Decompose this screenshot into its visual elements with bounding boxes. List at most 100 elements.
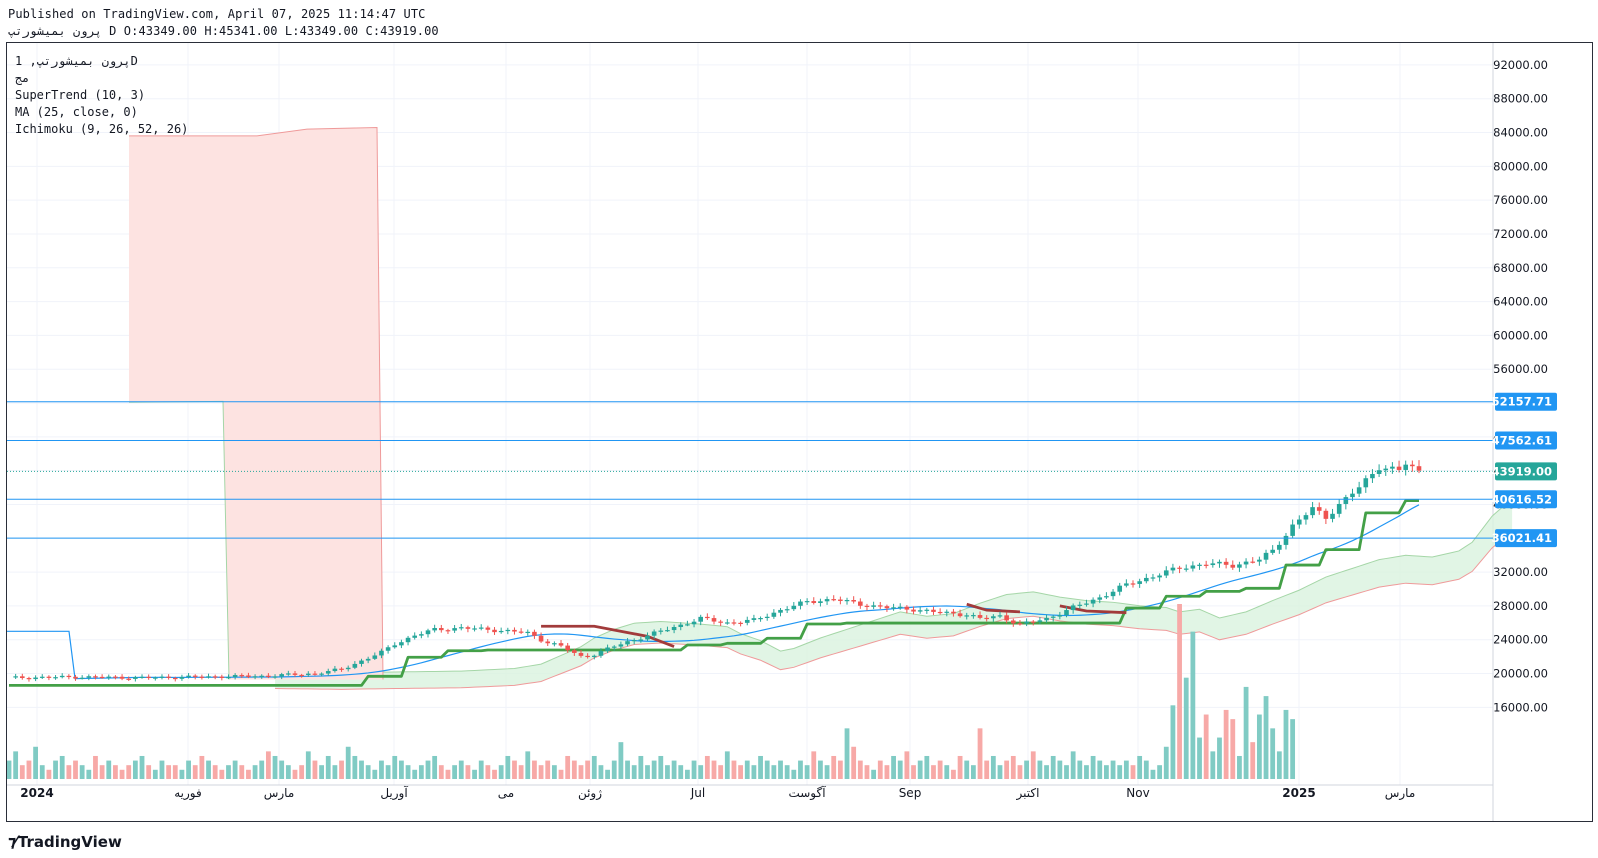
volume-bar [179,769,185,779]
candle-body [1177,567,1182,569]
candle-body [731,622,737,624]
volume-bar [525,751,531,779]
candle-body [1237,564,1242,568]
candle-body [658,630,664,632]
candle-body [951,611,956,614]
candle-body [1190,565,1196,569]
volume-bar [691,760,697,779]
volume-bar [1217,737,1222,779]
time-axis[interactable]: 2024 فوریه مارس آوریل می ژوئن Jul آگوست Sep اکتبر… [20,785,1415,801]
candle-body [279,674,284,677]
volume-bar [545,760,551,779]
volume-bar [399,760,404,779]
chart-panel[interactable]: 92000.00 88000.00 84000.00 80000.00 76000.00… [6,42,1593,822]
volume-bar [312,760,318,779]
volume-bar [804,765,810,779]
candle-body [432,628,437,631]
symbol-label[interactable]: پرون بمیشورتپ, 1D [15,54,138,68]
ichimoku-legend[interactable]: Ichimoku (9, 26, 52, 26) [15,122,189,136]
volume-bar [172,765,178,779]
time-tick-label: 2024 [20,786,53,800]
volume-bar [831,755,837,779]
volume-bar [711,760,717,779]
tradingview-brand[interactable]: ⁊⁄ TradingView [8,832,122,851]
candle-body [631,640,637,642]
volume-bar [911,765,916,779]
volume-bar [478,760,484,779]
candle-body [1144,577,1149,582]
volume-bar [957,755,963,779]
candle-body [538,635,544,642]
volume-bar [372,769,378,779]
volume-bar [997,765,1003,779]
candle-body [1277,544,1282,550]
candle-body [73,676,78,679]
volume-bar [232,760,238,779]
candle-body [20,676,25,679]
price-axis[interactable]: 92000.00 88000.00 84000.00 80000.00 76000.00… [1492,58,1557,714]
volume-bar [1163,746,1169,779]
candle-body [79,677,85,679]
candle-body [625,641,630,645]
candle-body [871,605,876,607]
volume-bar [1157,765,1163,779]
volume-bar [645,765,650,779]
candle-body [186,675,191,678]
candlesticks [13,460,1422,682]
volume-bar [1263,696,1269,779]
candle-body [13,676,18,678]
ma-legend[interactable]: MA (25, close, 0) [15,105,138,119]
volume-bar [591,755,597,779]
volume-bar [119,769,125,779]
supertrend-down-segment [541,624,675,648]
brand-name: TradingView [17,832,122,851]
volume-bar [558,769,564,779]
volume-bar [1117,765,1123,779]
volume-bar [206,760,211,779]
candle-body [405,637,411,643]
volume-bar [385,765,391,779]
volume-bar [784,765,790,779]
candle-body [685,624,690,626]
price-tick-label: 88000.00 [1493,92,1548,106]
ichimoku-cloud [275,498,1513,690]
volume-bar [305,751,311,779]
candle-body [46,676,52,678]
candle-body [738,622,743,625]
supertrend-legend[interactable]: SuperTrend (10, 3) [15,88,146,102]
candle-body [372,655,378,659]
level-price-tag-text: 47562.61 [1492,434,1552,448]
supertrend-line [9,499,1419,687]
candle-body [1117,585,1123,592]
volume-bar [186,760,191,779]
candle-body [1084,603,1089,605]
published-line: Published on TradingView.com, April 07, … [8,7,426,21]
volume-bar [1230,719,1236,779]
level-price-tag [1495,431,1557,450]
candle-body [598,651,604,656]
volume-bar [738,765,744,779]
volume-bar [33,746,39,779]
candle-body [305,673,311,675]
time-tick-label: Nov [1126,786,1149,800]
candle-body [179,677,185,679]
candle-body [578,652,584,656]
volume-bar [611,760,617,779]
candle-body [26,678,32,680]
candle-body [1343,497,1349,504]
candle-body [139,676,145,679]
candle-body [1410,464,1415,467]
candle-body [1097,597,1103,600]
chart-canvas[interactable]: 92000.00 88000.00 84000.00 80000.00 76000.00… [6,43,1592,821]
candle-body [1017,623,1023,625]
candle-body [784,609,790,611]
candle-body [1210,563,1216,566]
candle-body [119,676,125,679]
volume-bar [585,760,591,779]
volume-bar [113,765,118,779]
volume-bar [59,755,65,779]
candle-body [99,676,105,679]
volume-bar [751,765,757,779]
volume-bar [292,769,298,779]
candle-body [838,599,843,601]
